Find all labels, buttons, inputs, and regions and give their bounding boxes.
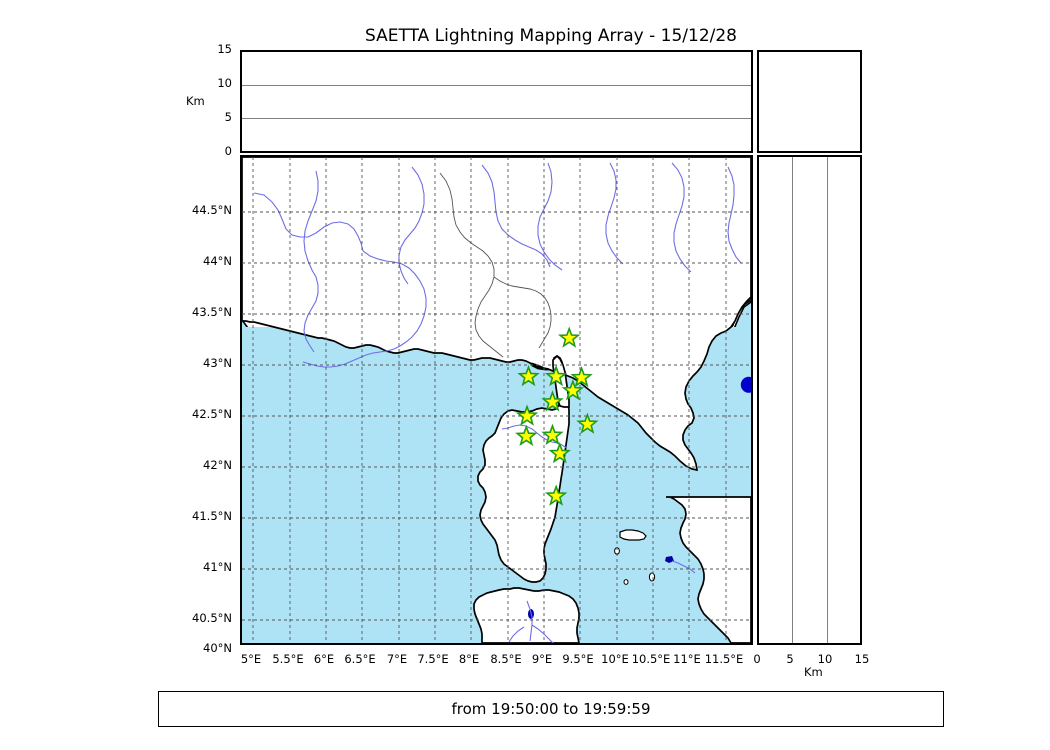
right-panel-xlabel: Km xyxy=(804,665,823,679)
lma-station-marker-10[interactable] xyxy=(548,441,571,464)
page-title: SAETTA Lightning Mapping Array - 15/12/2… xyxy=(365,26,737,46)
coastline-northern-mainland xyxy=(242,157,751,472)
ytick-lat-42: 42°N xyxy=(203,458,232,472)
river-rhone xyxy=(253,192,364,252)
coastline-italy-west xyxy=(666,496,751,643)
river-tuscany xyxy=(671,560,696,574)
station-marker-group[interactable] xyxy=(515,326,599,506)
altitude-latitude-panel xyxy=(757,155,862,645)
river-po-branch xyxy=(398,166,425,285)
map-gridlines xyxy=(242,157,751,643)
lma-station-marker-9[interactable] xyxy=(541,423,564,445)
xtick-lon-10.5: 10.5°E xyxy=(631,652,671,666)
gridline-alt-10 xyxy=(242,85,751,86)
xtick-lon-9.5: 9.5°E xyxy=(562,652,594,666)
ytick-lat-41.5: 41.5°N xyxy=(192,509,232,523)
lma-station-marker-0[interactable] xyxy=(558,326,581,348)
ytick-km-15: 15 xyxy=(217,42,232,56)
gridline-alt-5 xyxy=(242,118,751,119)
xtick-lon-6.5: 6.5°E xyxy=(344,652,376,666)
time-range-caption: from 19:50:00 to 19:59:59 xyxy=(451,700,651,718)
lma-station-marker-5[interactable] xyxy=(541,390,564,412)
border-fr-it xyxy=(439,172,504,358)
xtick-lon-5.5: 5.5°E xyxy=(272,652,304,666)
xtick-lon-9: 9°E xyxy=(531,652,553,666)
geographic-map-panel[interactable] xyxy=(240,155,753,645)
river-var xyxy=(302,345,401,368)
river-durance xyxy=(362,250,427,347)
river-north-italy-d xyxy=(671,162,692,273)
xtick-lon-6: 6°E xyxy=(313,652,335,666)
xtick-lon-11: 11°E xyxy=(673,652,701,666)
xtick-lon-7.5: 7.5°E xyxy=(417,652,449,666)
lake-tuscany xyxy=(665,556,674,563)
river-north-italy-c xyxy=(605,162,624,265)
lma-station-marker-8[interactable] xyxy=(515,424,538,446)
administrative-borders xyxy=(439,172,552,358)
island-elba xyxy=(619,529,647,541)
ytick-km-10: 10 xyxy=(217,76,232,90)
islet-montecristo xyxy=(623,579,629,585)
lightning-source-marker[interactable] xyxy=(740,376,751,393)
xtick-lon-10: 10°E xyxy=(601,652,629,666)
ytick-lat-42.5: 42.5°N xyxy=(192,407,232,421)
lma-station-marker-6[interactable] xyxy=(515,404,539,426)
xtick-lon-11.5: 11.5°E xyxy=(704,652,744,666)
lma-station-marker-1[interactable] xyxy=(517,364,540,387)
ytick-lat-41: 41°N xyxy=(203,560,232,574)
xtick-km-5: 5 xyxy=(786,652,794,666)
lma-station-marker-11[interactable] xyxy=(544,484,568,506)
river-north-italy-b xyxy=(537,162,563,271)
ytick-lat-44: 44°N xyxy=(203,254,232,268)
top-panel-ylabel: Km xyxy=(186,94,205,108)
river-sardinia-c xyxy=(508,626,525,643)
time-range-caption-box: from 19:50:00 to 19:59:59 xyxy=(158,691,944,727)
lma-station-marker-7[interactable] xyxy=(576,412,599,434)
coastline-sardinia xyxy=(473,587,580,643)
ytick-lat-40: 40°N xyxy=(203,641,232,655)
xtick-km-10: 10 xyxy=(817,652,833,666)
xtick-lon-5: 5°E xyxy=(240,652,262,666)
ytick-lat-43.5: 43.5°N xyxy=(192,305,232,319)
river-rhone-lower xyxy=(303,170,319,353)
xtick-lon-8.5: 8.5°E xyxy=(490,652,522,666)
map-graphic xyxy=(242,157,751,643)
river-north-italy-a xyxy=(481,164,551,268)
xtick-lon-8: 8°E xyxy=(458,652,480,666)
lma-station-marker-4[interactable] xyxy=(561,379,585,401)
ytick-lat-43: 43°N xyxy=(203,356,232,370)
islet-giglio xyxy=(648,572,656,582)
ytick-lat-44.5: 44.5°N xyxy=(192,203,232,217)
ytick-km-0: 0 xyxy=(224,144,232,158)
border-italy-region xyxy=(493,276,552,349)
ytick-km-5: 5 xyxy=(224,110,232,124)
river-sardinia-b xyxy=(531,624,554,643)
river-sardinia-a xyxy=(526,600,533,642)
xtick-km-15: 15 xyxy=(854,652,870,666)
longitude-altitude-panel xyxy=(240,50,753,153)
gridline-km-5 xyxy=(792,157,793,643)
lma-station-marker-3[interactable] xyxy=(570,365,593,388)
ytick-lat-40.5: 40.5°N xyxy=(192,611,232,625)
xtick-lon-7: 7°E xyxy=(386,652,408,666)
xtick-km-0: 0 xyxy=(753,652,761,666)
gridline-km-10 xyxy=(827,157,828,643)
corner-panel xyxy=(757,50,862,153)
river-north-italy-e xyxy=(727,166,742,264)
lma-station-marker-2[interactable] xyxy=(544,364,568,387)
